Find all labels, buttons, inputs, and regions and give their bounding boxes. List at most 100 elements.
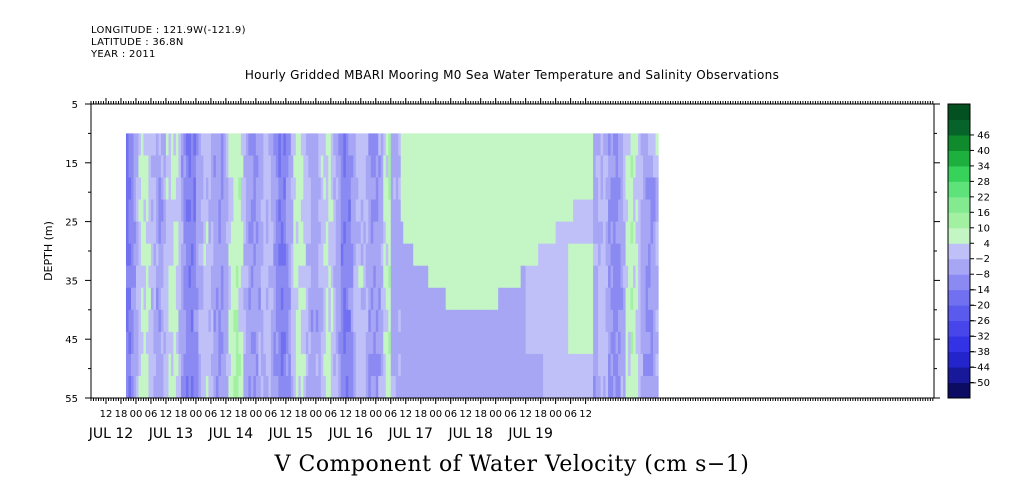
field-cell xyxy=(410,375,414,398)
field-cell xyxy=(503,177,507,201)
field-cell xyxy=(308,177,312,201)
field-cell xyxy=(305,221,309,245)
field-cell xyxy=(300,221,304,245)
field-cell xyxy=(550,375,554,398)
field-cell xyxy=(220,177,224,201)
field-cell xyxy=(645,287,649,311)
field-cell xyxy=(300,133,304,157)
x-hour-tick-label: 00 xyxy=(190,409,203,420)
field-cell xyxy=(583,155,587,179)
field-cell xyxy=(273,177,277,201)
field-cell xyxy=(353,177,357,201)
field-cell xyxy=(628,177,632,201)
field-cell xyxy=(643,133,647,157)
field-cell xyxy=(170,133,175,157)
field-cell xyxy=(213,375,217,398)
field-cell xyxy=(295,177,299,201)
field-cell xyxy=(528,309,532,333)
field-cell xyxy=(388,155,392,179)
field-cell xyxy=(353,309,357,333)
field-cell xyxy=(195,133,200,157)
field-cell xyxy=(565,221,569,245)
field-cell xyxy=(518,287,522,311)
field-cell xyxy=(228,243,232,267)
field-cell xyxy=(503,331,507,355)
field-cell xyxy=(540,265,544,289)
field-cell xyxy=(238,221,242,245)
field-cell xyxy=(608,331,612,355)
field-cell xyxy=(160,265,165,289)
field-cell xyxy=(653,221,657,245)
field-cell xyxy=(613,353,617,377)
field-cell xyxy=(218,243,222,267)
field-cell xyxy=(215,265,219,289)
field-cell xyxy=(420,375,424,398)
field-cell xyxy=(315,199,319,223)
field-cell xyxy=(530,243,534,267)
field-cell xyxy=(163,133,167,157)
field-cell xyxy=(253,375,257,398)
field-cell xyxy=(615,133,619,157)
field-cell xyxy=(223,133,227,157)
field-cell xyxy=(258,133,262,157)
field-cell xyxy=(438,155,442,179)
field-cell xyxy=(145,331,150,355)
field-cell xyxy=(285,265,289,289)
field-cell xyxy=(598,287,602,311)
field-cell xyxy=(195,375,200,398)
field-cell xyxy=(465,331,469,355)
field-cell xyxy=(423,353,427,377)
field-cell xyxy=(620,133,624,157)
field-cell xyxy=(348,309,352,333)
field-cell xyxy=(335,243,339,267)
field-cell xyxy=(408,265,412,289)
field-cell xyxy=(603,309,607,333)
field-cell xyxy=(328,177,332,201)
field-cell xyxy=(455,155,459,179)
field-cell xyxy=(313,375,317,398)
field-cell xyxy=(420,331,424,355)
field-cell xyxy=(250,331,254,355)
field-cell xyxy=(563,265,567,289)
field-cell xyxy=(573,221,577,245)
field-cell xyxy=(253,287,257,311)
field-cell xyxy=(348,155,352,179)
field-cell xyxy=(415,331,419,355)
field-cell xyxy=(438,221,442,245)
field-cell xyxy=(333,221,337,245)
field-cell xyxy=(435,133,439,157)
field-cell xyxy=(355,221,359,245)
field-cell xyxy=(425,155,429,179)
field-cell xyxy=(480,287,484,311)
x-hour-tick-label: 12 xyxy=(160,409,173,420)
field-cell xyxy=(370,353,374,377)
field-cell xyxy=(158,199,162,223)
field-cell xyxy=(430,331,434,355)
field-cell xyxy=(300,375,304,398)
field-cell xyxy=(468,177,472,201)
field-cell xyxy=(330,265,334,289)
field-cell xyxy=(515,199,519,223)
field-cell xyxy=(325,309,329,333)
colorbar-label: −26 xyxy=(969,316,990,327)
field-cell xyxy=(303,199,307,223)
field-cell xyxy=(430,375,434,398)
field-cell xyxy=(303,243,307,267)
field-cell xyxy=(240,177,244,201)
field-cell xyxy=(645,155,649,179)
x-hour-tick-label: 12 xyxy=(579,409,592,420)
field-cell xyxy=(148,133,152,157)
field-cell xyxy=(570,221,574,245)
field-cell xyxy=(328,221,332,245)
field-cell xyxy=(278,243,282,267)
field-cell xyxy=(253,331,257,355)
field-cell xyxy=(640,309,644,333)
field-cell xyxy=(248,177,252,201)
field-cell xyxy=(430,133,434,157)
field-cell xyxy=(408,331,412,355)
field-cell xyxy=(433,177,437,201)
field-cell xyxy=(478,133,482,157)
field-cell xyxy=(310,155,314,179)
field-cell xyxy=(358,375,362,398)
